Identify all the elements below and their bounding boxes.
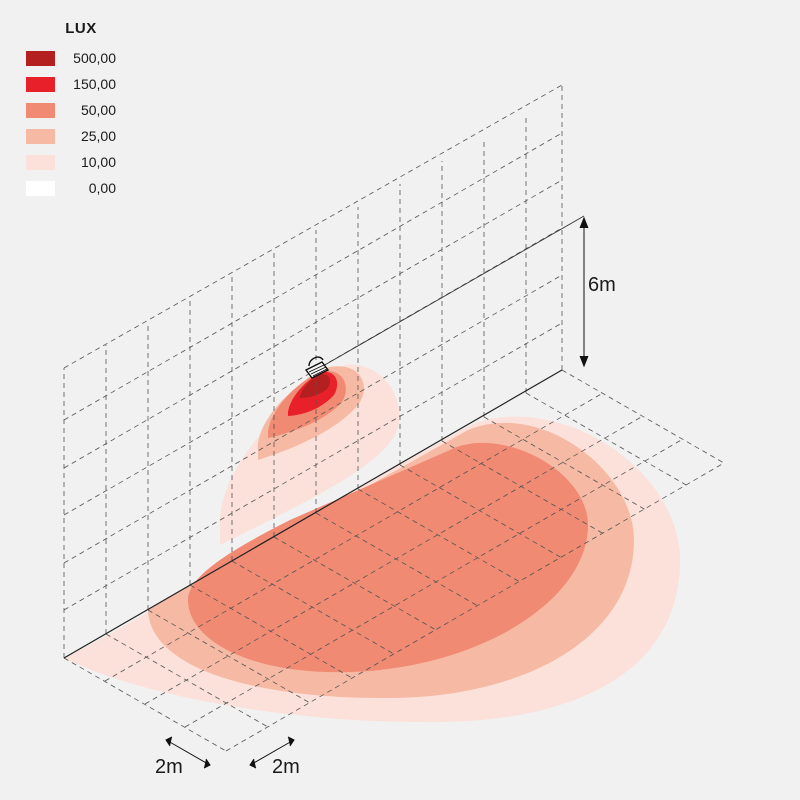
lux-legend: LUX 500,00 150,00 50,00 25,00 10,00 0,00 — [26, 20, 116, 201]
legend-value: 150,00 — [73, 76, 116, 92]
legend-item: 50,00 — [26, 97, 116, 123]
legend-rows: 500,00 150,00 50,00 25,00 10,00 0,00 — [26, 45, 116, 201]
legend-swatch — [26, 50, 55, 66]
wall-contours — [220, 364, 400, 545]
wall-floor-edge — [63, 369, 563, 659]
legend-item: 150,00 — [26, 71, 116, 97]
wall-contour-500 — [300, 374, 330, 398]
legend-item: 0,00 — [26, 175, 116, 201]
legend-swatch — [26, 128, 55, 144]
spacing-dimension-y — [249, 736, 295, 769]
legend-swatch — [26, 180, 55, 196]
legend-value: 0,00 — [88, 180, 116, 196]
height-dimension — [579, 216, 589, 368]
floor-contours — [64, 416, 680, 723]
legend-value: 10,00 — [80, 154, 116, 170]
wall-grid — [63, 84, 563, 658]
legend-value: 50,00 — [80, 102, 116, 118]
floor-contour-50 — [188, 442, 588, 673]
legend-swatch — [26, 102, 55, 118]
legend-title: LUX — [65, 20, 97, 37]
spacing-dimension-x — [165, 736, 211, 769]
legend-swatch — [26, 76, 55, 92]
legend-value: 500,00 — [73, 50, 116, 66]
wall-contour-10 — [220, 364, 400, 545]
floodlight-icon — [304, 356, 330, 379]
legend-value: 25,00 — [80, 128, 116, 144]
mounting-height-label: 6m — [588, 274, 616, 296]
floor-grid — [63, 369, 725, 752]
mounting-line — [315, 215, 585, 371]
legend-swatch — [26, 154, 55, 170]
spacing-label-y: 2m — [272, 756, 300, 778]
legend-item: 500,00 — [26, 45, 116, 71]
legend-item: 25,00 — [26, 123, 116, 149]
spacing-label-x: 2m — [155, 756, 183, 778]
legend-item: 10,00 — [26, 149, 116, 175]
